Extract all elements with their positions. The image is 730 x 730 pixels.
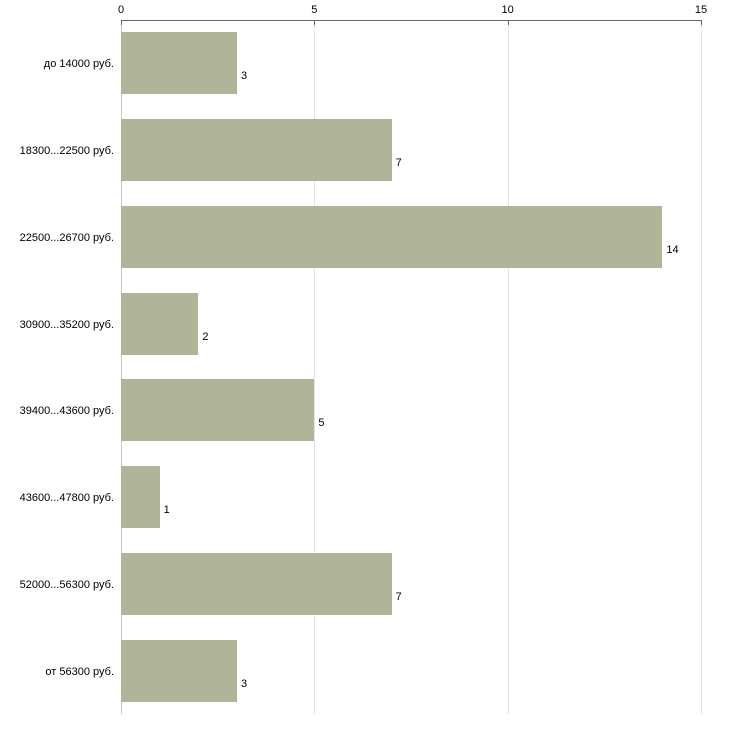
bar-value-label: 1 — [163, 504, 170, 517]
tick-mark — [121, 20, 122, 25]
bar-value-label: 5 — [318, 417, 325, 430]
x-tick-label: 10 — [501, 4, 514, 16]
bar-value-label: 3 — [241, 70, 248, 83]
gridline — [314, 20, 316, 714]
bar-value-label: 14 — [666, 243, 679, 256]
bar[interactable] — [121, 639, 237, 702]
x-axis-line — [121, 20, 701, 21]
bar[interactable] — [121, 292, 199, 355]
gridline — [507, 20, 509, 714]
category-label: 30900...35200 руб. — [19, 318, 114, 331]
bar[interactable] — [121, 466, 160, 529]
bar[interactable] — [121, 205, 663, 268]
category-label: 52000...56300 руб. — [19, 578, 114, 591]
bar-row — [121, 379, 701, 442]
category-label: 43600...47800 руб. — [19, 492, 114, 505]
y-axis-line — [121, 20, 122, 714]
bar-value-label: 7 — [395, 590, 402, 603]
category-label: от 56300 руб. — [45, 665, 114, 678]
category-label: 39400...43600 руб. — [19, 405, 114, 418]
category-label: 18300...22500 руб. — [19, 145, 114, 158]
tick-mark — [314, 20, 316, 25]
x-tick-label: 15 — [694, 4, 708, 16]
x-tick-label: 5 — [311, 4, 318, 16]
bar-row — [121, 292, 701, 355]
category-label: 22500...26700 руб. — [19, 231, 114, 244]
tick-mark — [701, 20, 702, 25]
bar-value-label: 7 — [395, 157, 402, 170]
tick-mark — [507, 20, 509, 25]
bar-row — [121, 119, 701, 182]
bar[interactable] — [121, 119, 392, 182]
bar-value-label: 2 — [202, 330, 209, 343]
bar-row — [121, 32, 701, 95]
gridline — [701, 20, 702, 714]
bar[interactable] — [121, 552, 392, 615]
bar-row — [121, 205, 701, 268]
bar[interactable] — [121, 32, 237, 95]
x-tick-label: 0 — [117, 4, 125, 16]
category-label: до 14000 руб. — [43, 58, 114, 71]
bar-row — [121, 466, 701, 529]
bar[interactable] — [121, 379, 315, 442]
bar-row — [121, 552, 701, 615]
bar-value-label: 3 — [241, 677, 248, 690]
bar-row — [121, 639, 701, 702]
